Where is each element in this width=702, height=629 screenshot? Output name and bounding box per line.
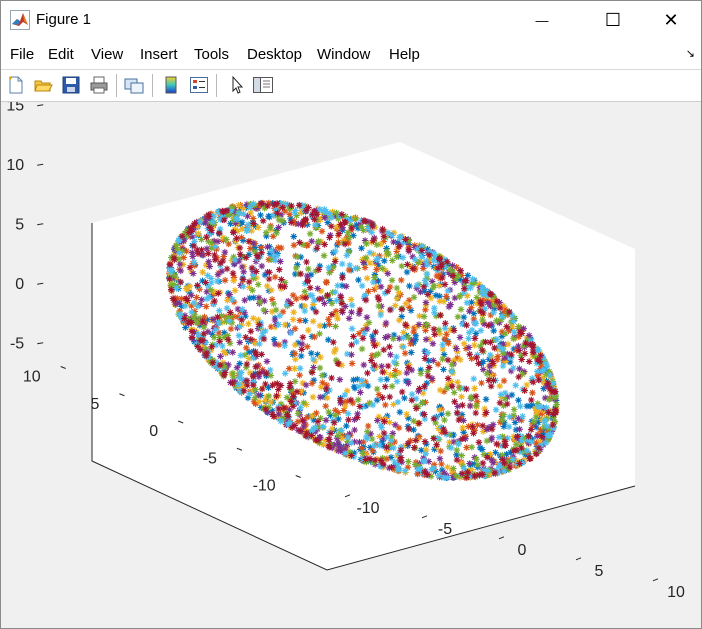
scatter-series: [166, 200, 560, 481]
legend-icon: [190, 77, 208, 93]
new-figure-icon: [9, 76, 23, 94]
y-tick-label: 10: [23, 369, 41, 386]
colorbar-icon: [165, 76, 177, 94]
menu-file[interactable]: File: [10, 46, 35, 63]
title-bar: Figure 1 — ☐ ✕: [1, 1, 701, 39]
legend-button[interactable]: [188, 74, 210, 96]
y-tick-label: 0: [149, 423, 158, 440]
z-tick-mark: [37, 282, 44, 285]
axes-3d[interactable]: -5 0 5 10 15 -10 -5 0 5 10 -10 -5 0 5 10: [1, 98, 701, 628]
axis-lines: [91, 223, 636, 571]
menu-bar: File Edit View Insert Tools Desktop Wind…: [1, 39, 701, 70]
menu-help[interactable]: Help: [389, 46, 420, 63]
toolbar: [1, 70, 701, 102]
z-tick-label: -5: [10, 336, 24, 353]
x-tick-mark: [344, 494, 351, 498]
edit-plot-button[interactable]: [226, 74, 248, 96]
save-button[interactable]: [60, 74, 82, 96]
tick-labels: -5 0 5 10 15 -10 -5 0 5 10 -10 -5 0 5 10: [6, 98, 685, 601]
x-tick-mark: [575, 557, 582, 561]
menu-window[interactable]: Window: [317, 46, 371, 63]
close-icon: ✕: [663, 9, 679, 30]
x-tick-label: 10: [667, 584, 685, 601]
open-file-button[interactable]: [32, 74, 54, 96]
x-tick-mark: [498, 536, 505, 540]
scatter-markers: [166, 199, 560, 481]
x-tick-label: 5: [595, 563, 604, 580]
y-tick-mark: [119, 393, 125, 397]
y-tick-mark: [236, 447, 243, 451]
minimize-icon: —: [535, 12, 549, 28]
property-inspector-button[interactable]: [252, 74, 274, 96]
minimize-button[interactable]: —: [519, 1, 565, 39]
open-file-icon: [34, 80, 53, 92]
save-icon: [62, 76, 80, 94]
y-tick-label: -5: [203, 450, 217, 467]
z-tick-mark: [37, 223, 44, 226]
menu-tools[interactable]: Tools: [194, 46, 230, 63]
tick-marks: [37, 104, 659, 582]
print-button[interactable]: [88, 74, 110, 96]
z-tick-mark: [37, 104, 44, 107]
print-icon: [90, 76, 108, 94]
y-tick-mark: [178, 420, 184, 424]
toolbar-separator: [216, 74, 217, 97]
menu-edit[interactable]: Edit: [48, 46, 74, 63]
z-tick-mark: [37, 163, 44, 166]
edit-plot-cursor-icon: [232, 75, 244, 94]
link-plot-button[interactable]: [123, 74, 145, 96]
x-tick-label: -10: [356, 500, 379, 517]
x-tick-label: 0: [518, 542, 527, 559]
z-tick-label: 0: [15, 276, 24, 293]
y-tick-mark: [295, 475, 301, 478]
link-plot-icon: [124, 78, 144, 94]
toolbar-separator: [116, 74, 117, 97]
matlab-icon: [10, 10, 30, 30]
new-figure-button[interactable]: [5, 74, 27, 96]
y-tick-label: -10: [253, 478, 276, 495]
y-tick-mark: [60, 366, 66, 369]
x-tick-mark: [421, 515, 428, 519]
close-button[interactable]: ✕: [648, 1, 694, 39]
y-tick-label: 5: [91, 396, 100, 413]
menu-view[interactable]: View: [91, 46, 124, 63]
menu-insert[interactable]: Insert: [140, 46, 178, 63]
z-tick-mark: [37, 342, 44, 345]
property-inspector-icon: [253, 77, 273, 93]
x-tick-mark: [652, 578, 659, 582]
toolbar-separator: [152, 74, 153, 97]
menu-desktop[interactable]: Desktop: [247, 46, 303, 63]
colorbar-button[interactable]: [160, 74, 182, 96]
z-tick-label: 5: [15, 217, 24, 234]
x-tick-label: -5: [438, 521, 452, 538]
dock-arrow-icon[interactable]: ↘: [685, 48, 695, 60]
scatter-series: [166, 200, 560, 481]
z-tick-label: 10: [6, 157, 24, 174]
z-tick-label: 15: [6, 102, 24, 115]
maximize-button[interactable]: ☐: [590, 1, 636, 39]
maximize-icon: ☐: [604, 9, 622, 30]
window-title: Figure 1: [36, 11, 92, 28]
plot-area: -5 0 5 10 15 -10 -5 0 5 10 -10 -5 0 5 10: [1, 98, 701, 628]
